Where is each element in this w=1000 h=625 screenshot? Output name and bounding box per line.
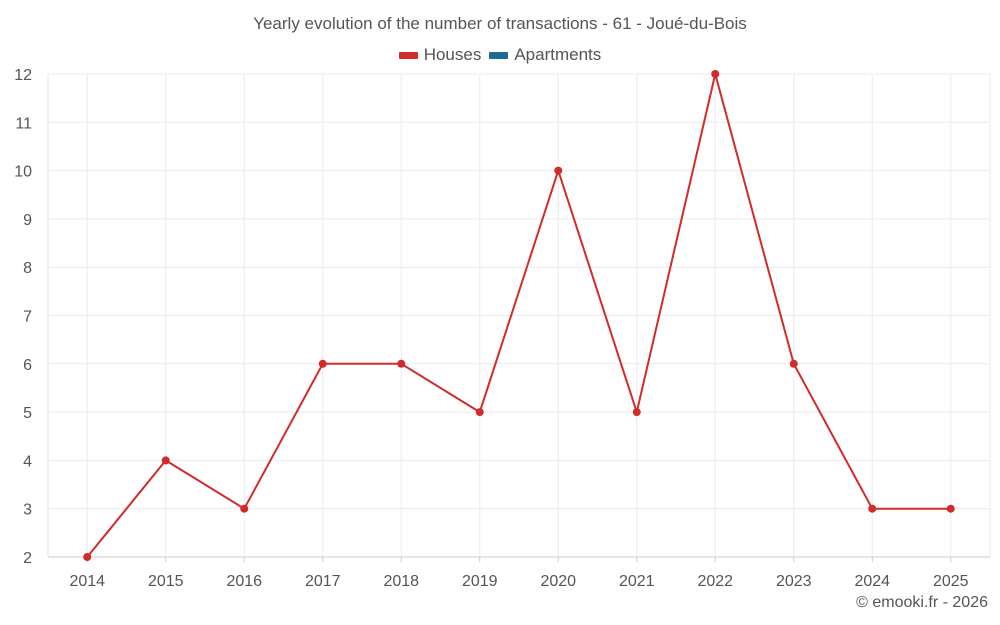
x-tick-label: 2022 [697,573,733,590]
legend-item-houses[interactable]: Houses [398,45,482,65]
y-tick-label: 7 [23,309,32,326]
data-point-houses-2022 [711,70,720,78]
chart-title: Yearly evolution of the number of transa… [253,14,747,33]
y-tick-label: 5 [23,405,32,422]
legend-label-apartments: Apartments [514,45,602,64]
x-tick-label: 2018 [383,573,419,590]
series-line-houses [86,73,951,558]
x-tick-label: 2025 [933,573,969,590]
data-point-houses-2016 [240,504,249,513]
y-tick-label: 12 [14,67,32,84]
data-point-houses-2017 [318,359,327,368]
data-point-houses-2018 [397,359,406,368]
y-tick-label: 3 [23,502,32,519]
legend-swatch-houses [398,51,418,59]
x-tick-label: 2024 [854,573,890,590]
y-tick-label: 10 [14,164,32,181]
data-point-houses-2024 [868,504,877,513]
data-point-houses-2019 [475,408,484,417]
y-tick-label: 4 [23,453,32,470]
data-point-houses-2025 [946,504,955,513]
legend-label-houses: Houses [423,45,482,64]
data-point-houses-2020 [554,166,563,175]
x-tick-label: 2017 [305,573,341,590]
x-tick-label: 2016 [226,573,262,590]
x-tick-label: 2014 [69,573,105,590]
data-point-houses-2023 [789,359,798,368]
legend: Houses Apartments [0,45,1000,65]
legend-swatch-apartments [489,51,509,59]
data-point-houses-2014 [83,553,92,561]
y-tick-label: 8 [23,260,32,277]
x-tick-label: 2023 [776,573,812,590]
legend-item-apartments[interactable]: Apartments [489,45,601,65]
y-tick-label: 9 [23,212,32,229]
y-tick-label: 6 [23,357,32,374]
x-tick-label: 2015 [148,573,184,590]
x-tick-label: 2019 [462,573,498,590]
x-tick-label: 2020 [540,573,576,590]
x-tick-label: 2021 [619,573,655,590]
data-point-houses-2015 [161,456,170,465]
y-tick-label: 2 [23,550,32,567]
y-tick-label: 11 [15,115,32,132]
credit-text: © emooki.fr - 2026 [856,594,988,611]
data-point-houses-2021 [632,408,641,417]
